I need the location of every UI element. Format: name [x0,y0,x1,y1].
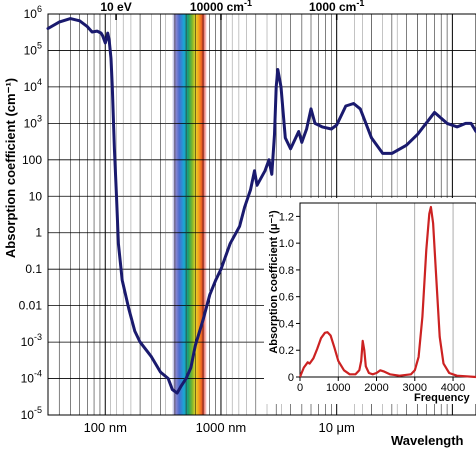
x-tick-label: 100 nm [84,420,127,435]
x-tick-label: 10 μm [318,420,354,435]
top-tick-label: 1000 cm-1 [309,0,364,14]
inset-x-tick-label: 1000 [326,382,350,394]
visible-spectrum-band [172,14,207,415]
inset-y-tick-label: 0.6 [279,292,294,304]
top-axis-ticks: 10 eV 10000 cm-1 1000 cm-1 [100,0,364,20]
inset-chart: 0 1000 2000 3000 4000 0 0.2 0.4 0.6 0.8 1.0 1.2 Abs… [264,198,476,404]
x-tick-label: 1000 nm [196,420,247,435]
bottom-axis-ticks: 100 nm 1000 nm 10 μm [84,420,355,435]
inset-y-tick-label: 1.2 [279,211,294,223]
y-axis-label: Absorption coefficient (cm⁻¹) [3,78,18,258]
y-tick-label: 105 [24,40,42,57]
inset-grid [337,203,454,377]
water-absorption-series [46,17,476,395]
inset-plot-frame [299,202,476,378]
y-tick-label: 0.01 [19,299,43,313]
inset-y-axis-label: Absorption coefficient (μ⁻¹) [268,210,280,354]
inset-x-tick-label: 0 [297,382,303,394]
y-tick-label: 10-3 [21,332,42,349]
main-plot-frame [47,13,476,416]
x-axis-label: Wavelength [391,433,464,448]
top-tick-label: 10 eV [100,0,131,14]
inset-y-tick-label: 0.4 [279,318,294,330]
top-tick-label: 10000 cm-1 [190,0,252,14]
y-tick-label: 104 [24,77,42,94]
inset-absorption-series [298,205,476,379]
y-tick-label: 106 [24,4,42,21]
inset-ticks: 0 1000 2000 3000 4000 0 0.2 0.4 0.6 0.8 1.0 1.2 [279,211,466,394]
y-tick-label: 103 [24,113,42,130]
inset-x-tick-label: 2000 [364,382,388,394]
inset-y-tick-label: 0.8 [279,265,294,277]
inset-x-tick-label: 4000 [441,382,465,394]
y-tick-label: 100 [22,153,42,167]
y-tick-label: 0.1 [25,262,42,276]
inset-background [264,198,476,404]
inset-y-tick-label: 1.0 [279,238,294,250]
inset-x-axis-label: Frequency [414,392,471,404]
y-axis-ticks: 106 105 104 103 100 10 1 0.1 0.01 10-3 10-4 10-5 [19,4,43,422]
inset-y-tick-label: 0.2 [279,345,294,357]
inset-x-tick-label: 3000 [403,382,427,394]
y-tick-label: 1 [35,226,42,240]
inset-y-tick-label: 0 [288,372,294,384]
y-tick-label: 10-5 [21,405,42,422]
y-tick-label: 10 [29,189,43,203]
y-tick-label: 10-4 [21,369,42,386]
